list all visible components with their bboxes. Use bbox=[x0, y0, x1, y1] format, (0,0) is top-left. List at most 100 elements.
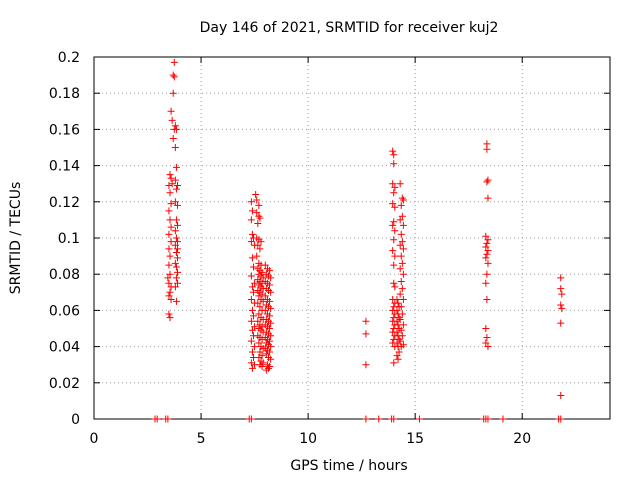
data-point bbox=[171, 283, 179, 291]
data-point bbox=[267, 332, 275, 340]
data-point bbox=[250, 288, 258, 296]
data-point bbox=[484, 176, 492, 184]
data-point bbox=[393, 328, 401, 336]
y-tick-label: 0.08 bbox=[49, 267, 80, 283]
data-point bbox=[171, 198, 179, 206]
data-point bbox=[247, 216, 255, 224]
data-point bbox=[165, 310, 173, 318]
data-point bbox=[396, 180, 404, 188]
data-point bbox=[482, 279, 490, 287]
data-point bbox=[172, 297, 180, 305]
data-point bbox=[255, 310, 263, 318]
data-point bbox=[174, 279, 182, 287]
data-point bbox=[255, 201, 263, 209]
data-point bbox=[251, 343, 259, 351]
data-point bbox=[399, 196, 407, 204]
data-point bbox=[394, 355, 402, 363]
data-point bbox=[393, 306, 401, 314]
data-point bbox=[172, 185, 180, 193]
data-point bbox=[256, 214, 264, 222]
y-tick-label: 0.2 bbox=[58, 50, 80, 66]
data-point bbox=[251, 279, 259, 287]
data-point bbox=[171, 241, 179, 249]
data-point bbox=[255, 292, 263, 300]
data-point bbox=[398, 332, 406, 340]
y-tick-label: 0.16 bbox=[49, 122, 80, 138]
data-point bbox=[266, 297, 274, 305]
data-point bbox=[165, 261, 173, 269]
data-point bbox=[557, 319, 565, 327]
data-point bbox=[398, 310, 406, 318]
data-point bbox=[484, 247, 492, 255]
data-point bbox=[390, 160, 398, 168]
data-point bbox=[391, 203, 399, 211]
data-point bbox=[172, 216, 180, 224]
data-point bbox=[484, 415, 492, 423]
data-point bbox=[171, 176, 179, 184]
y-tick-label: 0.14 bbox=[49, 159, 80, 175]
x-tick-label: 20 bbox=[513, 431, 531, 447]
data-point bbox=[483, 250, 491, 258]
data-point bbox=[397, 252, 405, 260]
data-point bbox=[165, 230, 173, 238]
data-point bbox=[254, 241, 262, 249]
data-point bbox=[252, 191, 260, 199]
data-point bbox=[267, 343, 275, 351]
data-point bbox=[167, 238, 175, 246]
data-point bbox=[396, 290, 404, 298]
data-point bbox=[170, 73, 178, 81]
y-tick-label: 0.12 bbox=[49, 195, 80, 211]
data-point bbox=[248, 207, 256, 215]
data-point bbox=[164, 415, 172, 423]
data-point bbox=[558, 290, 566, 298]
data-point bbox=[174, 268, 182, 276]
data-point bbox=[483, 334, 491, 342]
data-point bbox=[389, 247, 397, 255]
data-point bbox=[172, 248, 180, 256]
data-point bbox=[483, 296, 491, 304]
data-point bbox=[248, 306, 256, 314]
data-point bbox=[267, 355, 275, 363]
data-point bbox=[557, 274, 565, 282]
data-point bbox=[171, 259, 179, 267]
data-point bbox=[261, 306, 269, 314]
data-point bbox=[166, 314, 174, 322]
data-point bbox=[483, 270, 491, 278]
data-point bbox=[267, 305, 275, 313]
y-axis-label: SRMTID / TECUs bbox=[8, 182, 24, 295]
data-point bbox=[398, 194, 406, 202]
data-point bbox=[247, 296, 255, 304]
data-point bbox=[248, 326, 256, 334]
data-point bbox=[484, 236, 492, 244]
data-point bbox=[174, 254, 182, 262]
data-point bbox=[174, 182, 182, 190]
data-point bbox=[251, 323, 259, 331]
data-point bbox=[396, 241, 404, 249]
data-point bbox=[254, 220, 262, 228]
data-point bbox=[397, 343, 405, 351]
data-point bbox=[396, 265, 404, 273]
data-point bbox=[398, 212, 406, 220]
data-point bbox=[165, 207, 173, 215]
data-point bbox=[172, 234, 180, 242]
data-point bbox=[255, 353, 263, 361]
data-point bbox=[557, 301, 565, 309]
data-point bbox=[165, 279, 173, 287]
data-point bbox=[166, 288, 174, 296]
data-point bbox=[167, 223, 175, 231]
data-point bbox=[391, 183, 399, 191]
data-point bbox=[394, 299, 402, 307]
data-point bbox=[399, 296, 407, 304]
data-point bbox=[255, 212, 263, 220]
data-point bbox=[399, 245, 407, 253]
x-tick-label: 10 bbox=[299, 431, 317, 447]
data-point bbox=[398, 285, 406, 293]
data-point bbox=[247, 359, 255, 367]
data-point bbox=[397, 277, 405, 285]
data-point bbox=[362, 330, 370, 338]
data-point bbox=[174, 201, 182, 209]
data-point bbox=[167, 174, 175, 182]
data-point bbox=[172, 163, 180, 171]
data-point bbox=[266, 267, 274, 275]
